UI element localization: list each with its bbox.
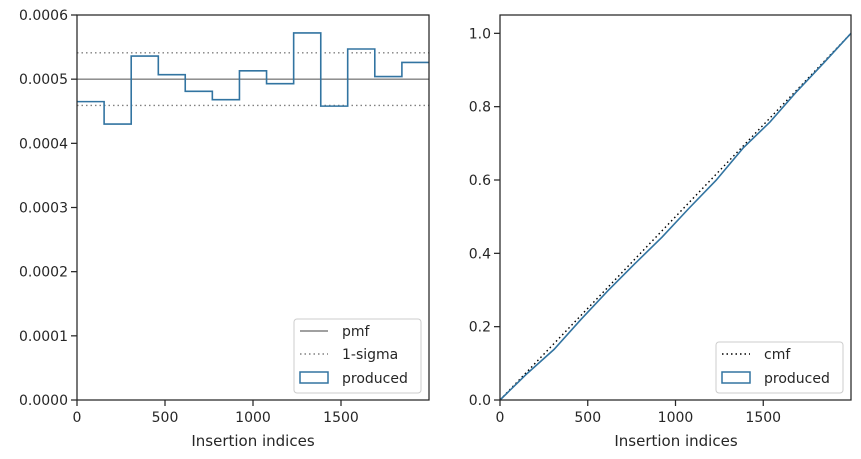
pmf-chart-panel: 0 500 1000 1500 0.0000 0.0001 0.0002 0.0003 0.00… — [19, 8, 430, 450]
pmf-x-axis-label: Insertion indices — [191, 432, 314, 450]
pmf-legend-label: pmf — [342, 324, 371, 340]
cmf-produced-legend-label: produced — [764, 371, 830, 387]
pmf-y-tick-label: 0.0005 — [19, 72, 68, 88]
cmf-x-tick-label: 0 — [496, 410, 505, 426]
cmf-x-tick-label: 1000 — [658, 410, 694, 426]
pmf-x-tick-label: 0 — [73, 410, 82, 426]
produced-legend-swatch — [299, 371, 329, 384]
cmf-y-tick-label: 0.2 — [469, 320, 491, 336]
pmf-y-tick-label: 0.0003 — [19, 201, 68, 217]
cmf-produced-series — [499, 32, 852, 401]
pmf-axes-frame — [76, 14, 430, 401]
cmf-y-tick-label: 0.6 — [469, 173, 491, 189]
cmf-tick-group: 0 500 1000 1500 0.0 0.2 0.4 0.6 0.8 1.0 — [469, 26, 781, 426]
cmf-axes-frame — [499, 14, 852, 401]
pmf-x-tick-label: 1500 — [323, 410, 359, 426]
pmf-y-tick-label: 0.0002 — [19, 265, 68, 281]
pmf-y-tick-label: 0.0000 — [19, 393, 68, 409]
pmf-x-tick-label: 1000 — [235, 410, 271, 426]
cmf-produced-legend-swatch — [721, 371, 751, 384]
cmf-x-axis-label: Insertion indices — [614, 432, 737, 450]
pmf-y-tick-label: 0.0001 — [19, 329, 68, 345]
cmf-y-tick-label: 1.0 — [469, 26, 491, 42]
cmf-plot-marks — [499, 32, 852, 401]
pmf-legend: pmf 1-sigma produced — [293, 318, 422, 394]
pmf-y-tick-label: 0.0004 — [19, 136, 68, 152]
cmf-legend-box — [715, 341, 844, 394]
cmf-x-tick-label: 1500 — [745, 410, 781, 426]
sigma-legend-label: 1-sigma — [342, 347, 398, 363]
pmf-x-tick-label: 500 — [152, 410, 179, 426]
cmf-legend-label: cmf — [764, 347, 791, 363]
pmf-produced-step-series — [77, 32, 429, 125]
produced-legend-label: produced — [342, 371, 408, 387]
cmf-y-tick-label: 0.4 — [469, 246, 491, 262]
pmf-plot-marks — [77, 32, 429, 125]
cmf-x-tick-label: 500 — [574, 410, 601, 426]
cmf-chart-panel: 0 500 1000 1500 0.0 0.2 0.4 0.6 0.8 1.0 Insertion… — [469, 14, 852, 450]
cmf-legend: cmf produced — [715, 341, 844, 394]
pmf-legend-box — [293, 318, 422, 394]
pmf-y-tick-label: 0.0006 — [19, 8, 68, 24]
cmf-y-tick-label: 0.0 — [469, 393, 491, 409]
cmf-y-tick-label: 0.8 — [469, 100, 491, 116]
pmf-tick-group: 0 500 1000 1500 0.0000 0.0001 0.0002 0.0003 0.00… — [19, 8, 359, 426]
